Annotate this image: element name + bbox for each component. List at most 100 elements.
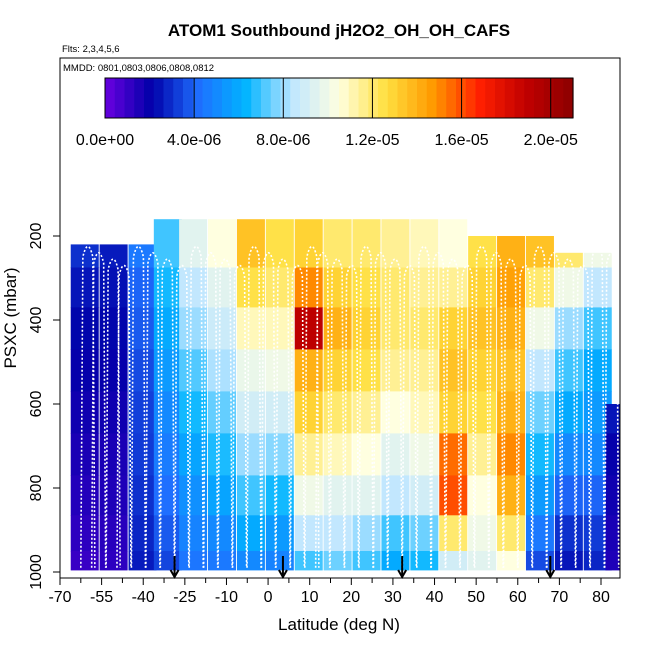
flight-profile (260, 252, 277, 568)
heatmap-cell (605, 551, 620, 571)
colorbar-cell (153, 78, 165, 118)
heatmap-cell (381, 433, 410, 476)
heatmap-cell (605, 475, 620, 516)
heatmap-cell (70, 307, 99, 350)
heatmap-cell (208, 551, 237, 571)
heatmap-cell (497, 433, 526, 476)
heatmap-cell (294, 515, 323, 552)
colorbar-tick-label: 0.0e+00 (76, 132, 134, 149)
colorbar-cell (407, 78, 418, 118)
heatmap-cell (179, 267, 208, 308)
heatmap-cell (323, 475, 352, 516)
colorbar-cell (329, 78, 340, 118)
heatmap-cell (208, 307, 237, 350)
heatmap-cell (468, 475, 497, 516)
flight-profile (314, 252, 331, 568)
colorbar-cell (202, 78, 213, 118)
colorbar-cell (436, 78, 447, 118)
heatmap-cell (153, 219, 182, 268)
colorbar-tick-label: 1.2e-05 (345, 132, 399, 149)
colorbar-cell (543, 78, 555, 118)
colorbar-cell (309, 78, 321, 118)
heatmap-cell (381, 551, 410, 571)
flight-profile (145, 252, 161, 568)
x-tick-label: 70 (550, 589, 568, 606)
heatmap-cell (381, 219, 410, 268)
heatmap-cell (265, 349, 294, 392)
y-tick-label: 1000 (28, 554, 45, 590)
colorbar-cell (563, 78, 574, 118)
heatmap-cell (554, 391, 583, 434)
heatmap-cell (525, 433, 554, 476)
heatmap-cell (99, 475, 128, 516)
heatmap-cell (153, 475, 182, 516)
heatmap-cell (352, 433, 381, 476)
colorbar: 0.0e+00 4.0e-06 8.0e-06 1.2e-05 1.6e-05 2.0e-… (76, 77, 578, 149)
heatmap-cell (468, 551, 497, 571)
y-tick-label: 800 (28, 475, 45, 502)
heatmap-cell (323, 515, 352, 552)
heatmap-cell (70, 515, 99, 552)
colorbar-cell (163, 78, 174, 118)
colorbar-cell (417, 78, 428, 118)
direction-arrowhead (397, 569, 408, 580)
colorbar-cell (319, 78, 330, 118)
heatmap-cell (294, 307, 323, 350)
heatmap-cell (554, 475, 583, 516)
x-tick-label: 60 (509, 589, 527, 606)
x-tick-label: 0 (264, 589, 273, 606)
colorbar-cell (534, 78, 545, 118)
colorbar-cell (495, 78, 506, 118)
heatmap-cell (128, 475, 157, 516)
heatmap-cell (352, 515, 381, 552)
direction-arrowhead (169, 569, 180, 580)
heatmap-cell (208, 267, 237, 308)
colorbar-cell (124, 78, 135, 118)
colorbar-cell (261, 78, 272, 118)
colorbar-cell (212, 78, 223, 118)
colorbar-cell (114, 78, 126, 118)
heatmap-cell (99, 515, 128, 552)
heatmap-cell (439, 391, 468, 434)
heatmap-cell (381, 475, 410, 516)
chart-title: ATOM1 Southbound jH2O2_OH_OH_CAFS (168, 21, 510, 40)
colorbar-cell (270, 78, 282, 118)
heatmap-cell (153, 551, 182, 571)
heatmap-cell (70, 267, 99, 308)
heatmap-cell (497, 551, 526, 571)
colorbar-cell (173, 78, 184, 118)
y-tick-label: 400 (28, 307, 45, 334)
colorbar-cell (387, 78, 399, 118)
heatmap-cell (410, 433, 439, 476)
heatmap-cell (236, 515, 265, 552)
heatmap-cell (179, 307, 208, 350)
heatmap-cell (294, 349, 323, 392)
colorbar-tick-label: 2.0e-05 (524, 132, 578, 149)
heatmap-cell (179, 349, 208, 392)
colorbar-cell (524, 78, 535, 118)
x-tick-label: 80 (592, 589, 610, 606)
colorbar-cell (144, 78, 155, 118)
colorbar-tick-label: 4.0e-06 (167, 132, 221, 149)
x-tick-label: 40 (426, 589, 444, 606)
heatmap-cell (236, 219, 265, 268)
heatmap-cell (128, 515, 157, 552)
heatmap-cell (294, 219, 323, 268)
colorbar-cell (397, 78, 408, 118)
heatmap-cell (179, 551, 208, 571)
x-tick-label: 50 (467, 589, 485, 606)
flight-profile (202, 252, 219, 568)
heatmap-cell (439, 475, 468, 516)
heatmap-cell (128, 433, 157, 476)
heatmap-cell (468, 236, 497, 268)
flight-profile (603, 252, 620, 568)
colorbar-cell (378, 78, 389, 118)
heatmap-cell (352, 475, 381, 516)
colorbar-cell (231, 78, 243, 118)
heatmap-cell (410, 551, 439, 571)
heatmap-cell (554, 515, 583, 552)
heatmap-cell (236, 307, 265, 350)
y-axis-label: PSXC (mbar) (1, 267, 20, 368)
colorbar-cell (426, 78, 438, 118)
